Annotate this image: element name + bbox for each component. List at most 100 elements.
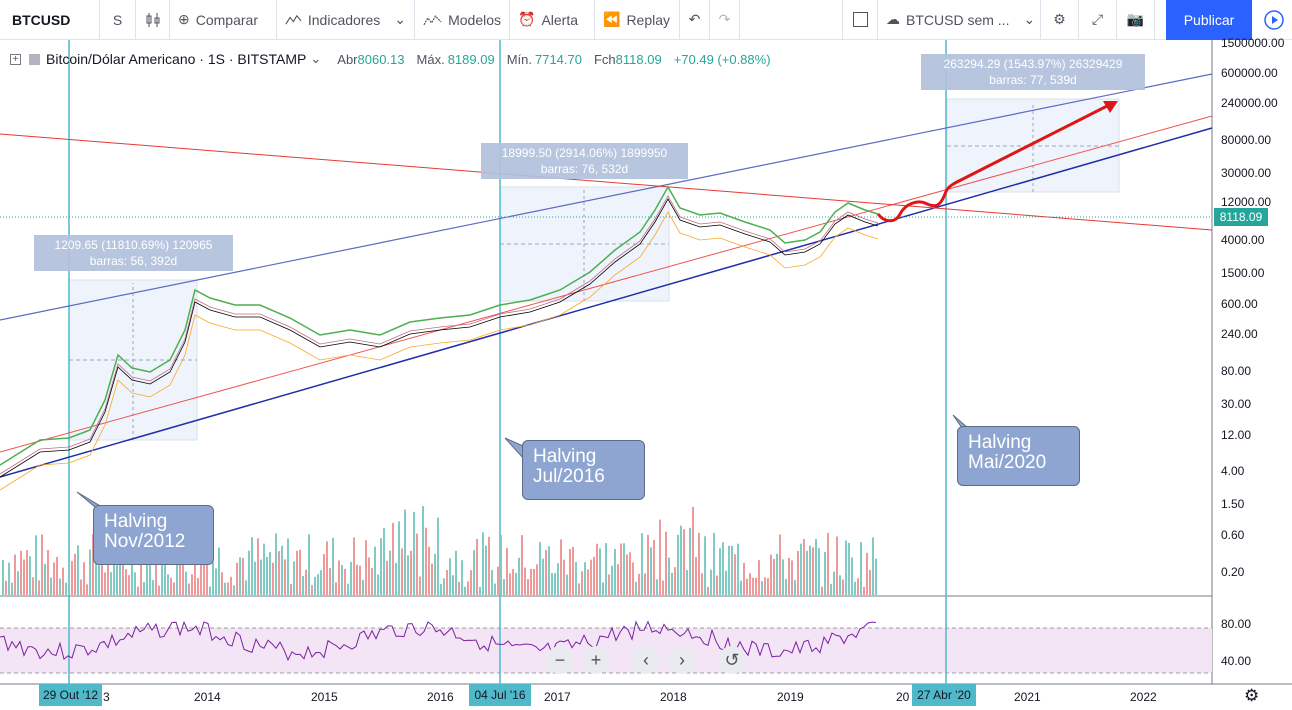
volume-bar bbox=[584, 562, 586, 595]
volume-bar bbox=[269, 552, 271, 595]
volume-bar bbox=[473, 550, 475, 595]
scroll-right-button[interactable]: › bbox=[668, 646, 696, 674]
price-axis-label: 80000.00 bbox=[1221, 133, 1272, 147]
volume-bar bbox=[215, 568, 217, 595]
callout-halving-2012[interactable]: Halving Nov/2012 bbox=[93, 505, 214, 565]
volume-bar bbox=[521, 535, 523, 595]
time-axis-label: 2021 bbox=[1014, 690, 1041, 704]
volume-bar bbox=[53, 562, 55, 595]
volume-bar bbox=[704, 536, 706, 595]
redo-button[interactable]: ↷ bbox=[710, 0, 740, 40]
volume-bar bbox=[125, 569, 127, 595]
volume-bar bbox=[317, 574, 319, 595]
layout-save-button[interactable]: ☁ BTCUSD sem ... ⌄ bbox=[878, 0, 1041, 40]
callout-line1: Halving bbox=[104, 511, 168, 532]
volume-bar bbox=[164, 550, 166, 595]
volume-bar bbox=[92, 534, 94, 595]
replay-button[interactable]: ⏪ Replay bbox=[595, 0, 680, 40]
volume-bar bbox=[50, 577, 52, 595]
volume-bar bbox=[527, 579, 529, 595]
volume-bar bbox=[11, 582, 13, 595]
volume-bar bbox=[446, 570, 448, 595]
volume-bar bbox=[506, 548, 508, 595]
series-title[interactable]: Bitcoin/Dólar Americano · 1S · BITSTAMP bbox=[46, 51, 307, 67]
expand-icon: ⤢ bbox=[1091, 11, 1104, 27]
volume-bar bbox=[161, 548, 163, 595]
volume-bar bbox=[719, 548, 721, 595]
settings-button[interactable]: ⚙ bbox=[1041, 0, 1079, 40]
price-line bbox=[0, 185, 879, 466]
volume-bar bbox=[8, 562, 10, 595]
volume-bar bbox=[290, 584, 292, 595]
volume-bar bbox=[779, 534, 781, 595]
play-button[interactable] bbox=[1256, 0, 1292, 40]
price-axis-label: 600000.00 bbox=[1221, 66, 1278, 80]
volume-bar bbox=[302, 575, 304, 595]
volume-bar bbox=[713, 532, 715, 595]
publish-button[interactable]: Publicar bbox=[1166, 0, 1252, 40]
volume-bar bbox=[767, 578, 769, 595]
volume-bar bbox=[512, 569, 514, 595]
templates-label: Modelos bbox=[448, 11, 501, 28]
zoom-out-button[interactable]: − bbox=[546, 646, 574, 674]
volume-bar bbox=[677, 534, 679, 595]
volume-bar bbox=[701, 573, 703, 595]
compare-button[interactable]: ⊕ Comparar bbox=[170, 0, 277, 40]
arrow-head-icon bbox=[1103, 101, 1118, 113]
interval-button[interactable]: S bbox=[100, 0, 136, 40]
volume-bar bbox=[143, 582, 145, 595]
volume-bar bbox=[467, 581, 469, 595]
volume-bar bbox=[65, 582, 67, 595]
indicators-button[interactable]: Indicadores ⌄ bbox=[277, 0, 415, 40]
volume-bar bbox=[395, 562, 397, 595]
volume-bar bbox=[812, 547, 814, 595]
volume-bar bbox=[329, 568, 331, 595]
templates-button[interactable]: Modelos bbox=[415, 0, 510, 40]
fullscreen-frame-button[interactable] bbox=[842, 0, 878, 40]
callout-halving-2016[interactable]: Halving Jul/2016 bbox=[522, 440, 645, 500]
chart-type-button[interactable] bbox=[136, 0, 170, 40]
volume-bar bbox=[326, 541, 328, 595]
reset-icon: ↺ bbox=[724, 649, 740, 670]
volume-bar bbox=[818, 548, 820, 595]
symbol-search[interactable]: BTCUSD bbox=[0, 0, 100, 40]
volume-bar bbox=[248, 550, 250, 595]
volume-bar bbox=[386, 560, 388, 595]
volume-bar bbox=[614, 549, 616, 595]
volume-bar bbox=[77, 545, 79, 595]
undo-button[interactable]: ↶ bbox=[680, 0, 710, 40]
publish-label: Publicar bbox=[1183, 12, 1235, 28]
chevron-down-icon[interactable]: ⌄ bbox=[310, 51, 322, 66]
volume-bar bbox=[251, 537, 253, 595]
measure-note-2020: 263294.29 (1543.97%) 26329429 barras: 77… bbox=[921, 54, 1145, 90]
measure-note-line2: barras: 77, 539d bbox=[989, 73, 1077, 87]
volume-bar bbox=[14, 554, 16, 595]
scroll-left-button[interactable]: ‹ bbox=[632, 646, 660, 674]
volume-bar bbox=[827, 532, 829, 595]
snapshot-button[interactable]: 📷 bbox=[1117, 0, 1155, 40]
volume-bar bbox=[491, 569, 493, 595]
volume-bar bbox=[239, 557, 241, 595]
volume-bar bbox=[110, 572, 112, 595]
volume-bar bbox=[449, 558, 451, 595]
volume-bar bbox=[623, 543, 625, 595]
volume-bar bbox=[71, 561, 73, 595]
callout-halving-2020[interactable]: Halving Mai/2020 bbox=[957, 426, 1080, 486]
volume-bar bbox=[407, 555, 409, 595]
fullscreen-button[interactable]: ⤢ bbox=[1079, 0, 1117, 40]
alert-button[interactable]: ⏰ Alerta bbox=[510, 0, 595, 40]
volume-bar bbox=[647, 534, 649, 595]
volume-bar bbox=[422, 506, 424, 595]
volume-bar bbox=[536, 564, 538, 595]
moving-average-line bbox=[0, 198, 879, 478]
volume-bar bbox=[761, 581, 763, 595]
reset-chart-button[interactable]: ↺ bbox=[718, 646, 746, 674]
measure-note-line2: barras: 56, 392d bbox=[89, 254, 178, 268]
collapse-icon[interactable]: + bbox=[10, 53, 21, 65]
volume-bar bbox=[23, 559, 25, 595]
measure-note-line1: 1209.65 (11810.69%) 120965 bbox=[54, 238, 213, 252]
volume-bar bbox=[494, 583, 496, 595]
zoom-in-button[interactable]: + bbox=[582, 646, 610, 674]
axis-settings-gear-icon[interactable]: ⚙ bbox=[1244, 686, 1260, 705]
